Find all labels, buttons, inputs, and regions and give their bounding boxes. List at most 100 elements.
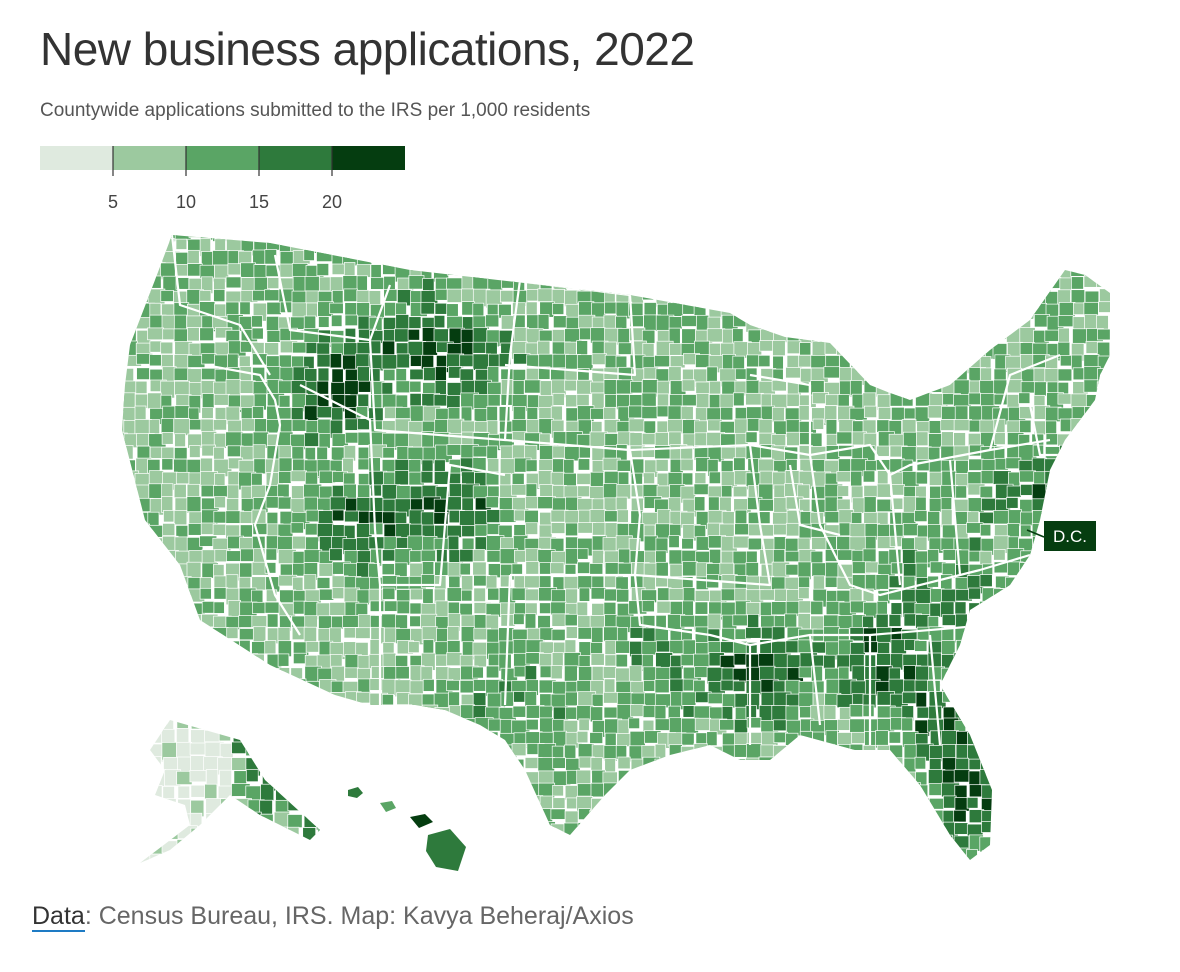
county	[357, 808, 376, 828]
county	[694, 717, 712, 731]
county	[615, 315, 628, 329]
county	[941, 354, 956, 366]
county	[902, 847, 921, 860]
county	[967, 731, 980, 747]
county	[122, 379, 123, 394]
county	[552, 238, 570, 257]
county	[122, 368, 134, 383]
county	[1097, 511, 1110, 526]
county	[772, 549, 786, 565]
county	[550, 589, 567, 603]
county	[656, 485, 672, 499]
county	[748, 834, 768, 853]
county	[890, 343, 902, 360]
county	[329, 548, 343, 562]
county	[1098, 536, 1110, 551]
county	[1097, 782, 1110, 796]
county	[745, 627, 762, 639]
county	[655, 783, 673, 802]
county	[967, 275, 985, 293]
county	[746, 797, 760, 815]
county	[968, 235, 986, 240]
county	[694, 601, 709, 615]
county	[500, 237, 519, 256]
county	[394, 328, 411, 343]
county	[410, 863, 421, 876]
county	[695, 536, 710, 551]
county	[317, 769, 320, 789]
county	[301, 854, 317, 863]
county	[147, 235, 164, 242]
county	[122, 251, 125, 269]
county	[888, 757, 904, 770]
county	[615, 680, 634, 694]
county	[1098, 471, 1110, 486]
county	[706, 407, 722, 422]
county	[849, 743, 864, 760]
county	[824, 834, 844, 849]
county	[966, 239, 984, 258]
county	[316, 249, 333, 262]
county	[551, 745, 565, 759]
county	[421, 237, 434, 254]
county	[992, 613, 1011, 629]
county	[734, 862, 749, 875]
county	[110, 577, 121, 591]
county	[460, 262, 479, 275]
county	[148, 841, 163, 855]
county	[252, 601, 266, 614]
county	[122, 717, 125, 730]
county	[864, 235, 883, 238]
county	[447, 783, 463, 797]
county	[1084, 823, 1099, 837]
data-source-link[interactable]: Data	[32, 902, 85, 932]
county	[563, 822, 581, 840]
county	[1058, 237, 1073, 249]
county	[617, 328, 630, 344]
county	[890, 302, 906, 315]
county	[177, 869, 193, 875]
county	[1005, 848, 1022, 860]
county	[706, 731, 718, 746]
county	[212, 809, 227, 824]
county	[420, 301, 435, 315]
county	[654, 235, 666, 236]
county	[175, 614, 189, 627]
county	[190, 720, 204, 730]
county	[396, 485, 413, 500]
county	[1032, 235, 1044, 243]
county	[147, 236, 162, 252]
county	[824, 250, 843, 263]
county	[811, 327, 829, 343]
county	[1033, 381, 1047, 397]
county	[538, 366, 551, 380]
county	[227, 654, 243, 670]
county	[278, 445, 292, 459]
county	[239, 862, 253, 875]
county	[161, 720, 174, 731]
county	[695, 808, 710, 824]
county	[603, 823, 617, 841]
hawaii-island-kauai	[348, 787, 363, 798]
county	[693, 262, 710, 277]
county	[694, 863, 712, 875]
county	[720, 770, 735, 790]
county	[316, 743, 320, 762]
county	[199, 587, 212, 600]
county	[876, 653, 892, 666]
county	[1072, 784, 1084, 797]
county	[733, 809, 752, 825]
county	[485, 796, 499, 809]
county	[798, 808, 817, 824]
county	[811, 798, 831, 815]
county	[231, 813, 250, 827]
county	[291, 756, 308, 775]
county	[1070, 758, 1089, 773]
county	[797, 262, 815, 275]
county	[563, 459, 575, 475]
county	[954, 679, 967, 696]
county	[382, 745, 399, 762]
county	[264, 342, 279, 356]
county	[149, 628, 167, 641]
county	[693, 823, 712, 839]
